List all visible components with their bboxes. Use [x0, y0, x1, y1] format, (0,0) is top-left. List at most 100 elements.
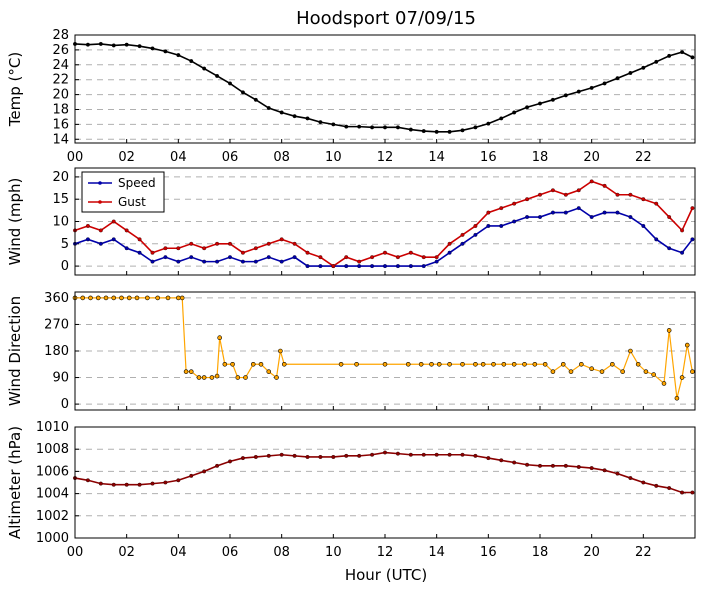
data-point: [357, 259, 362, 264]
data-point: [80, 295, 86, 301]
data-point: [680, 250, 685, 255]
data-point: [418, 361, 424, 367]
data-point: [628, 348, 633, 354]
data-point: [615, 471, 620, 476]
data-point: [305, 455, 310, 459]
data-point: [137, 44, 142, 49]
y-tick-label: 20: [52, 170, 69, 185]
data-point: [183, 369, 189, 374]
series-1: [72, 295, 695, 401]
data-point: [176, 53, 181, 58]
data-point: [512, 110, 517, 115]
plot-frame: [74, 34, 696, 144]
data-point: [690, 490, 695, 495]
data-point: [576, 188, 581, 193]
data-point: [215, 463, 220, 468]
data-point: [525, 215, 530, 219]
data-point: [202, 259, 207, 264]
data-point: [253, 97, 258, 102]
data-point: [176, 295, 181, 301]
y-tick-label: 0: [61, 259, 69, 274]
y-tick-label: 1004: [36, 487, 69, 502]
data-point: [274, 375, 279, 380]
data-point: [635, 361, 641, 367]
data-point: [667, 215, 672, 219]
data-point: [628, 192, 633, 197]
x-tick-label: 06: [222, 545, 239, 560]
data-point: [189, 255, 194, 260]
data-point: [538, 215, 542, 219]
data-point: [641, 65, 646, 70]
x-tick-label: 12: [377, 150, 394, 165]
data-point: [651, 372, 656, 377]
data-point: [690, 206, 695, 211]
x-tick-label: 14: [428, 545, 445, 560]
data-point: [370, 125, 375, 130]
data-point: [85, 237, 90, 242]
data-point: [228, 241, 232, 246]
data-point: [615, 210, 620, 215]
data-point: [499, 458, 504, 463]
data-point: [240, 90, 245, 95]
data-point: [680, 50, 685, 55]
data-point: [266, 255, 271, 260]
y-tick-label: 5: [61, 237, 69, 252]
series-line: [75, 297, 694, 399]
y-tick-label: 24: [52, 58, 69, 73]
data-point: [589, 466, 594, 471]
data-point: [165, 295, 171, 301]
y-tick-label: 360: [44, 291, 69, 306]
data-point: [641, 224, 646, 228]
x-tick-label: 20: [583, 545, 600, 560]
data-point: [98, 228, 103, 233]
data-point: [395, 451, 400, 456]
data-point: [292, 255, 297, 260]
y-tick-label: 10: [52, 215, 69, 230]
data-point: [95, 295, 101, 301]
chart-title: Hoodsport 07/09/15: [296, 8, 476, 29]
data-point: [189, 473, 194, 478]
data-point: [150, 46, 155, 51]
y-tick-label: 1010: [36, 420, 69, 435]
plot-frame: [74, 167, 696, 276]
data-point: [615, 192, 620, 197]
y-axis-label: Wind (mph): [6, 178, 24, 266]
data-point: [305, 264, 310, 269]
data-point: [163, 480, 168, 485]
data-point: [163, 246, 168, 251]
x-tick-label: 06: [222, 150, 239, 165]
data-point: [228, 459, 232, 464]
data-point: [408, 264, 413, 269]
y-tick-label: 1008: [36, 442, 69, 457]
data-point: [243, 375, 248, 380]
data-point: [542, 361, 548, 367]
data-point: [279, 110, 284, 115]
data-point: [568, 369, 574, 374]
data-point: [124, 246, 129, 251]
data-point: [667, 246, 672, 251]
data-point: [202, 66, 207, 71]
data-point: [602, 81, 607, 86]
data-point: [357, 124, 362, 129]
y-tick-label: 180: [44, 344, 69, 359]
data-point: [499, 206, 504, 211]
plot-frame: [74, 291, 696, 411]
x-tick-label: 08: [273, 150, 290, 165]
data-point: [473, 453, 478, 458]
data-point: [499, 116, 504, 121]
legend-label: Speed: [118, 176, 156, 190]
data-point: [576, 465, 581, 469]
data-point: [589, 179, 594, 184]
data-point: [202, 469, 207, 474]
data-point: [370, 452, 375, 457]
data-point: [421, 452, 426, 457]
data-point: [434, 259, 439, 264]
data-point: [279, 259, 284, 264]
y-tick-label: 20: [52, 88, 69, 103]
data-point: [447, 452, 452, 457]
data-point: [473, 232, 478, 237]
data-point: [589, 85, 594, 90]
data-point: [538, 101, 542, 106]
data-point: [119, 295, 124, 301]
data-point: [344, 124, 349, 129]
